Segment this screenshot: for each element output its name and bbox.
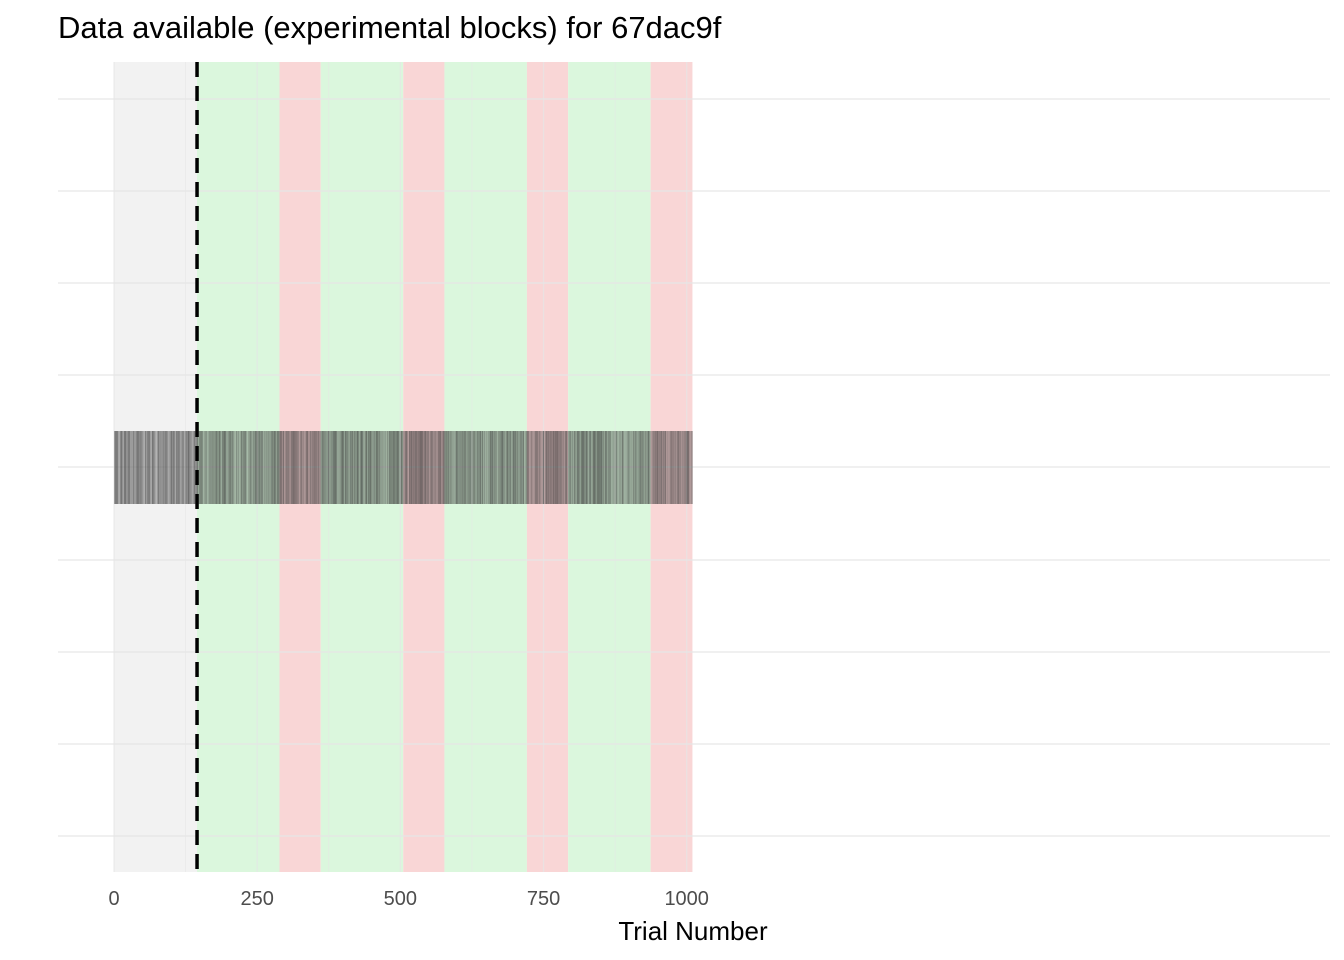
trial-ticks: [114, 431, 693, 504]
x-axis-title: Trial Number: [618, 916, 768, 946]
x-tick-label: 750: [527, 888, 560, 910]
x-tick-label: 500: [384, 888, 417, 910]
x-tick-label: 0: [108, 888, 119, 910]
x-axis-ticks: 0 250 500 750 1000: [108, 888, 709, 910]
grid-lines: [58, 62, 1330, 872]
chart-title: Data available (experimental blocks) for…: [58, 10, 722, 45]
x-tick-label: 250: [240, 888, 273, 910]
x-tick-label: 1000: [664, 888, 709, 910]
